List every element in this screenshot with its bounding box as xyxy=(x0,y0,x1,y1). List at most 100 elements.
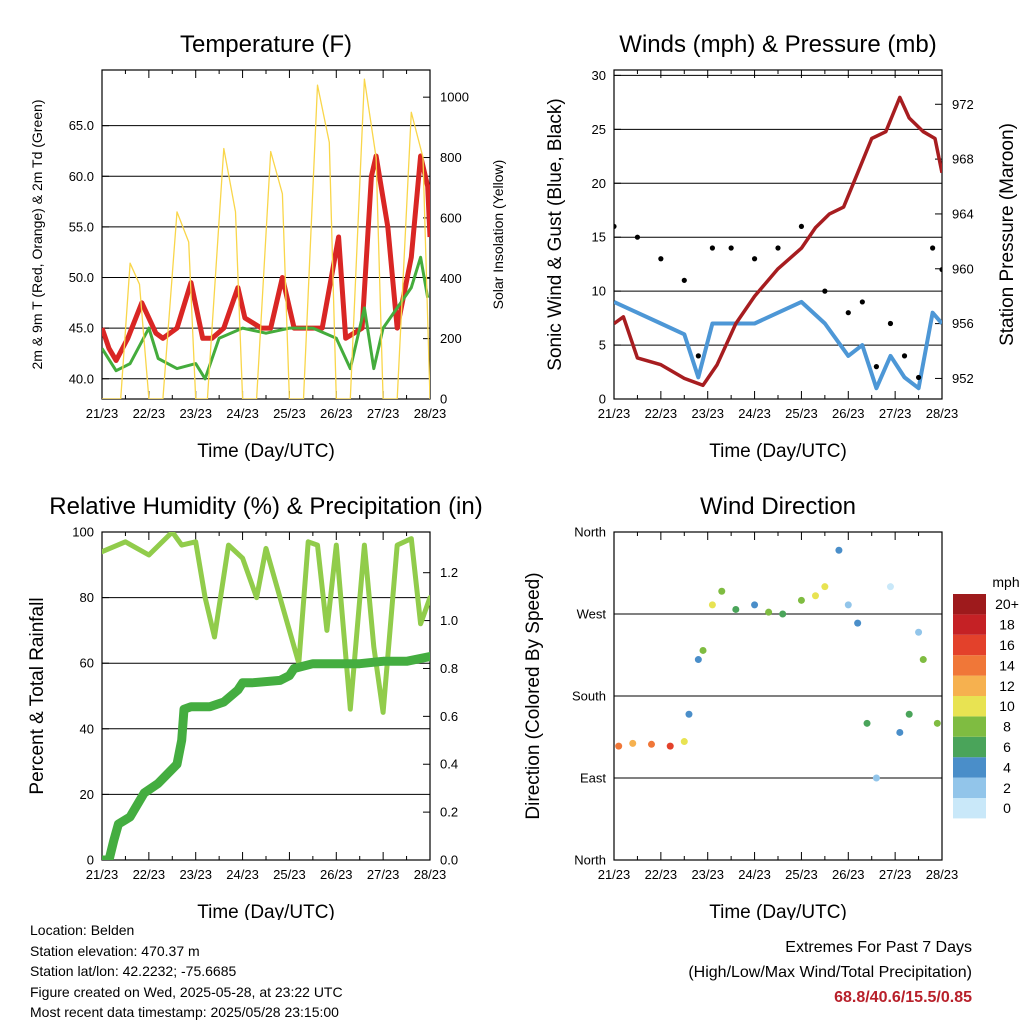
x-tick-label: 28/23 xyxy=(414,406,447,421)
series-line-total-rainfall xyxy=(102,652,430,860)
y2-tick-label: 400 xyxy=(440,271,462,286)
direction-point xyxy=(933,719,941,727)
legend-label: 10 xyxy=(999,698,1015,714)
x-axis-label: Time (Day/UTC) xyxy=(709,441,847,462)
y2-tick-label: 972 xyxy=(952,97,974,112)
y-tick-label: 60.0 xyxy=(69,169,94,184)
wind-direction-chart: Wind Direction 21/23 22/23 23/23 24/23 25/23 2… xyxy=(523,493,1020,920)
chart-title: Relative Humidity (%) & Precipitation (i… xyxy=(49,493,482,520)
direction-point xyxy=(919,656,927,664)
y-tick-label: 20 xyxy=(592,176,606,191)
humidity-chart: Relative Humidity (%) & Precipitation (i… xyxy=(27,493,483,920)
gust-point xyxy=(822,288,828,294)
series-line-solar xyxy=(102,78,430,399)
direction-point xyxy=(680,738,688,746)
gust-point xyxy=(751,256,758,262)
created-text: Figure created on Wed, 2025-05-28, at 23… xyxy=(30,983,343,1000)
legend-swatch xyxy=(953,655,986,676)
direction-point xyxy=(811,592,819,600)
x-tick-label: 24/23 xyxy=(738,867,771,882)
legend-title: mph xyxy=(992,574,1019,590)
x-tick-label: 21/23 xyxy=(86,867,119,882)
legend-swatch xyxy=(953,798,986,819)
legend-swatch xyxy=(953,675,986,696)
gust-point xyxy=(798,223,805,230)
direction-point xyxy=(666,742,674,750)
y2-tick-label: 1000 xyxy=(440,90,469,105)
gust-point xyxy=(775,245,781,251)
gust-point xyxy=(930,245,936,251)
gust-point xyxy=(728,245,734,251)
direction-point xyxy=(863,719,871,727)
x-tick-label: 28/23 xyxy=(926,867,959,882)
y-tick-label: 60 xyxy=(80,656,94,671)
y-tick-label: 80 xyxy=(80,590,94,605)
y-axis-label: Sonic Wind & Gust (Blue, Black) xyxy=(545,98,566,370)
y-tick-label: 15 xyxy=(592,230,606,245)
legend-label: 14 xyxy=(999,657,1015,673)
y2-tick-label: 0 xyxy=(440,392,447,407)
chart-title: Temperature (F) xyxy=(180,31,352,58)
y-axis-label: Percent & Total Rainfall xyxy=(27,597,48,794)
y2-tick-label: 0.4 xyxy=(440,757,458,772)
figure: Temperature (F) 21/23 22/23 23/23 24/23 25/23… xyxy=(27,31,1020,920)
location-text: Location: Belden xyxy=(30,922,135,938)
y-tick-label: West xyxy=(577,607,607,622)
direction-point xyxy=(694,656,702,664)
direction-point xyxy=(699,646,707,654)
x-tick-label: 23/23 xyxy=(691,406,724,421)
direction-point xyxy=(765,608,773,616)
latlon-text: Station lat/lon: 42.2232; -75.6685 xyxy=(30,963,237,979)
extremes-subheading: (High/Low/Max Wind/Total Precipitation) xyxy=(688,964,972,981)
x-tick-label: 27/23 xyxy=(879,406,912,421)
y2-tick-label: 968 xyxy=(952,152,974,167)
legend-swatch xyxy=(953,696,986,717)
gust-point xyxy=(915,374,922,381)
x-tick-label: 22/23 xyxy=(133,406,166,421)
legend-label: 4 xyxy=(1003,759,1011,775)
gust-point xyxy=(614,223,617,230)
y2-tick-label: 0.8 xyxy=(440,661,458,676)
x-tick-label: 24/23 xyxy=(738,406,771,421)
y-tick-label: 0 xyxy=(599,392,606,407)
direction-point xyxy=(732,605,740,613)
y2-tick-label: 1.2 xyxy=(440,565,458,580)
direction-point xyxy=(718,587,726,595)
y-tick-label: 45.0 xyxy=(69,321,94,336)
y2-tick-label: 952 xyxy=(952,371,974,386)
direction-point xyxy=(915,628,923,636)
temperature-chart: Temperature (F) 21/23 22/23 23/23 24/23 25/23… xyxy=(29,31,506,462)
gust-point xyxy=(887,320,894,327)
x-tick-label: 21/23 xyxy=(598,867,631,882)
x-tick-label: 28/23 xyxy=(414,867,447,882)
direction-point xyxy=(629,739,637,747)
series-layer xyxy=(102,78,430,399)
x-tick-label: 24/23 xyxy=(226,406,259,421)
y-tick-label: 20 xyxy=(80,787,94,802)
x-tick-label: 28/23 xyxy=(926,406,959,421)
elevation-text: Station elevation: 470.37 m xyxy=(30,942,200,959)
y-tick-label: 0 xyxy=(87,853,94,868)
x-tick-label: 25/23 xyxy=(785,406,818,421)
direction-point xyxy=(872,774,880,782)
x-tick-label: 25/23 xyxy=(273,867,306,882)
y-tick-label: 30 xyxy=(592,68,606,83)
x-tick-label: 24/23 xyxy=(226,867,259,882)
legend-label: 16 xyxy=(999,637,1015,653)
x-tick-label: 26/23 xyxy=(320,867,353,882)
direction-point xyxy=(854,619,862,627)
y-tick-label: 10 xyxy=(592,284,606,299)
legend-swatch xyxy=(953,594,986,615)
gust-point xyxy=(709,245,716,251)
y-tick-label: 40.0 xyxy=(69,371,94,386)
x-tick-label: 23/23 xyxy=(691,867,724,882)
x-tick-label: 22/23 xyxy=(133,867,166,882)
direction-point xyxy=(821,583,829,591)
station-info: Location: Belden Station elevation: 470.… xyxy=(30,920,343,1023)
x-tick-label: 23/23 xyxy=(179,406,212,421)
legend-label: 20+ xyxy=(995,596,1019,612)
y2-tick-label: 964 xyxy=(952,206,974,221)
y-tick-label: 40 xyxy=(80,721,94,736)
plot-frame xyxy=(613,69,943,400)
legend-label: 18 xyxy=(999,617,1015,633)
